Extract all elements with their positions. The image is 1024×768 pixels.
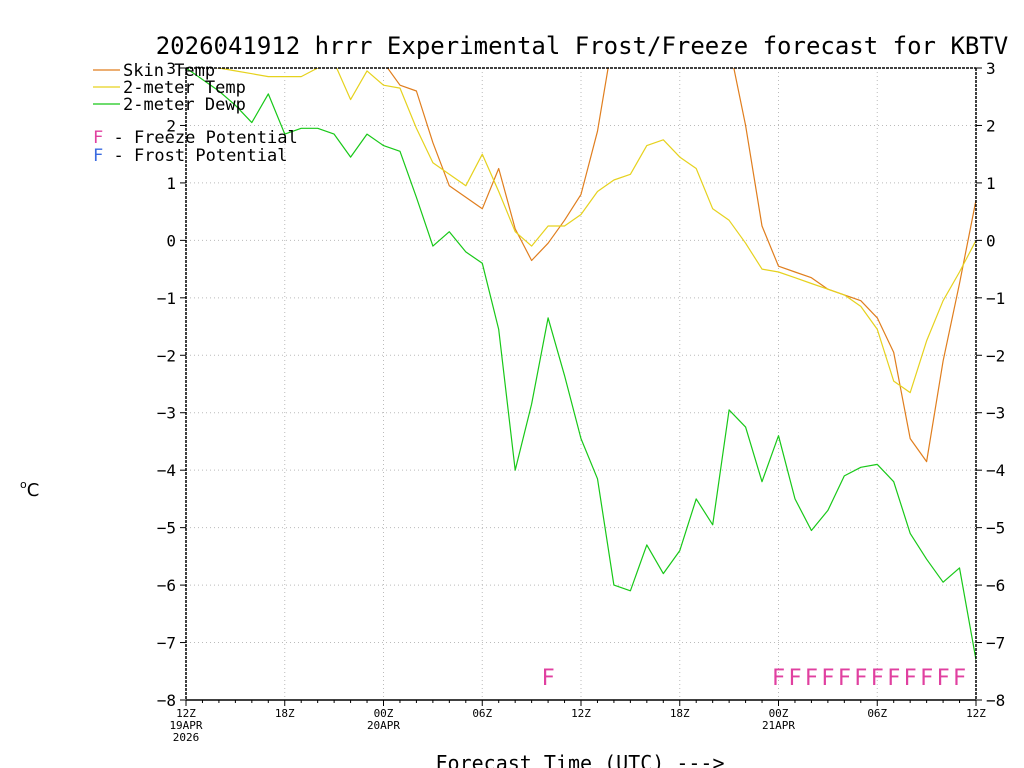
legend-freeze: F - Freeze Potential bbox=[93, 128, 298, 148]
y-tick-label-right: 0 bbox=[986, 231, 996, 250]
x-tick-date: 21APR bbox=[762, 719, 795, 732]
y-tick-label-left: 1 bbox=[166, 174, 176, 193]
series-line-2-meter-temp bbox=[186, 68, 976, 394]
x-tick-date: 20APR bbox=[367, 719, 400, 732]
x-tick-label: 06Z bbox=[472, 707, 492, 720]
legend: Skin Temp 2-meter Temp 2-meter Dewp F - … bbox=[93, 61, 298, 166]
y-tick-label-right: −3 bbox=[986, 404, 1005, 423]
y-tick-label-right: 3 bbox=[986, 59, 996, 78]
x-tick-label: 12Z bbox=[176, 707, 196, 720]
x-tick-label: 18Z bbox=[670, 707, 690, 720]
y-tick-label-right: −7 bbox=[986, 634, 1005, 653]
freeze-flag: F bbox=[887, 666, 900, 691]
y-tick-label-right: −8 bbox=[986, 691, 1005, 710]
y-tick-label-left: −7 bbox=[157, 634, 176, 653]
axes bbox=[180, 67, 982, 706]
series-line-2-meter-dewp bbox=[186, 68, 976, 660]
grid bbox=[186, 68, 976, 700]
y-axis-label: oC bbox=[20, 478, 39, 501]
y-tick-label-right: −2 bbox=[986, 346, 1005, 365]
freeze-flag: F bbox=[854, 666, 867, 691]
y-tick-label-right: −4 bbox=[986, 461, 1005, 480]
y-tick-label-left: −3 bbox=[157, 404, 176, 423]
y-axis-label-degree: o bbox=[20, 478, 27, 491]
freeze-flag: F bbox=[953, 666, 966, 691]
legend-skin-label: Skin Temp bbox=[123, 61, 215, 81]
chart-title: 2026041912 hrrr Experimental Frost/Freez… bbox=[156, 32, 1009, 60]
x-tick-label: 12Z bbox=[966, 707, 986, 720]
freeze-flag: F bbox=[788, 666, 801, 691]
freeze-flag: F bbox=[541, 666, 554, 691]
y-tick-label-left: −5 bbox=[157, 519, 176, 538]
y-tick-label-right: −5 bbox=[986, 519, 1005, 538]
freeze-flag: F bbox=[904, 666, 917, 691]
x-tick-label: 06Z bbox=[867, 707, 887, 720]
series-layer bbox=[186, 68, 976, 660]
y-tick-label-left: 2 bbox=[166, 116, 176, 135]
y-tick-label-left: −4 bbox=[157, 461, 176, 480]
x-tick-year: 2026 bbox=[173, 731, 200, 744]
y-tick-label-left: 3 bbox=[166, 59, 176, 78]
y-tick-label-right: −6 bbox=[986, 576, 1005, 595]
x-tick-label: 00Z bbox=[374, 707, 394, 720]
freeze-flag: F bbox=[821, 666, 834, 691]
y-tick-label-right: −1 bbox=[986, 289, 1005, 308]
legend-frost-text: - Frost Potential bbox=[103, 146, 287, 166]
freeze-flag: F bbox=[805, 666, 818, 691]
freeze-flag: F bbox=[936, 666, 949, 691]
legend-freeze-text: - Freeze Potential bbox=[103, 128, 297, 148]
y-axis-label-unit: C bbox=[27, 480, 40, 501]
x-tick-label: 00Z bbox=[769, 707, 789, 720]
freeze-flag: F bbox=[772, 666, 785, 691]
freeze-flag: F bbox=[838, 666, 851, 691]
legend-freeze-letter: F bbox=[93, 128, 103, 148]
legend-frost-letter: F bbox=[93, 146, 103, 166]
y-tick-labels: 3 3 2 2 1 1 0 0 −1 −1 −2 −2 −3 −3 −4 −4 −5 −5 −6 −6 −7 −7 −8 −8 bbox=[157, 59, 1006, 710]
x-tick-date: 19APR bbox=[169, 719, 202, 732]
y-tick-label-left: 0 bbox=[166, 231, 176, 250]
x-tick-label: 12Z bbox=[571, 707, 591, 720]
y-tick-label-left: −6 bbox=[157, 576, 176, 595]
y-tick-label-right: 1 bbox=[986, 174, 996, 193]
x-tick-label: 18Z bbox=[275, 707, 295, 720]
freeze-flag: F bbox=[871, 666, 884, 691]
legend-temp-label: 2-meter Temp bbox=[123, 78, 246, 98]
y-tick-label-left: −1 bbox=[157, 289, 176, 308]
y-tick-label-left: −8 bbox=[157, 691, 176, 710]
legend-dewp-label: 2-meter Dewp bbox=[123, 95, 246, 115]
freeze-flag: F bbox=[920, 666, 933, 691]
y-tick-label-left: −2 bbox=[157, 346, 176, 365]
legend-frost: F - Frost Potential bbox=[93, 146, 287, 166]
y-tick-label-right: 2 bbox=[986, 116, 996, 135]
x-axis-label: Forecast Time (UTC) ---> bbox=[436, 751, 725, 768]
